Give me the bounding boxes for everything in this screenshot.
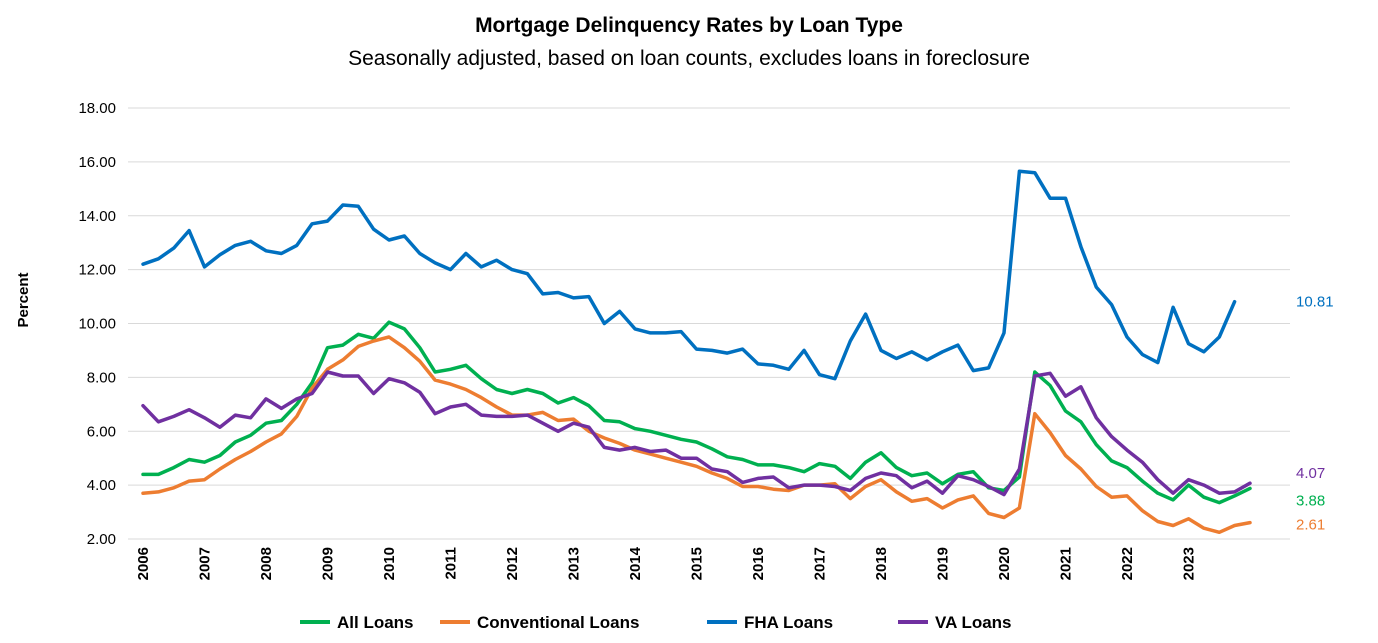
x-tick-label: 2019 [935, 547, 952, 580]
x-tick-label: 2022 [1119, 547, 1136, 580]
chart-subtitle: Seasonally adjusted, based on loan count… [348, 47, 1030, 70]
x-tick-label: 2021 [1058, 547, 1075, 580]
x-tick-label: 2014 [627, 546, 644, 580]
y-tick-label: 2.00 [87, 531, 116, 548]
series-line-fha-loans [141, 169, 1237, 381]
legend: All Loans Conventional Loans FHA Loans VA L… [300, 613, 1012, 632]
x-tick-label: 2015 [689, 547, 706, 580]
legend-label: VA Loans [935, 613, 1012, 632]
x-axis-ticks: 2006 2007 2008 2009 2010 2011 2012 2013 2014 2015… [135, 546, 1198, 580]
legend-label: All Loans [337, 613, 414, 632]
chart-title: Mortgage Delinquency Rates by Loan Type [475, 14, 903, 37]
end-label-va-loans: 4.07 [1296, 465, 1325, 482]
x-tick-label: 2006 [135, 547, 152, 580]
y-tick-label: 18.00 [78, 100, 116, 117]
x-tick-label: 2008 [258, 547, 275, 580]
legend-label: Conventional Loans [477, 613, 639, 632]
x-tick-label: 2010 [381, 547, 398, 580]
series-lines [141, 169, 1252, 535]
y-axis-ticks: 2.00 4.00 6.00 8.00 10.00 12.00 14.00 16.00 18.0… [78, 100, 116, 548]
legend-label: FHA Loans [744, 613, 833, 632]
y-tick-label: 14.00 [78, 208, 116, 225]
x-tick-label: 2017 [812, 547, 829, 580]
end-value-labels: 3.88 2.61 10.81 4.07 [1296, 294, 1334, 534]
series-line-all-loans [141, 320, 1252, 505]
y-axis-label: Percent [15, 272, 32, 327]
y-tick-label: 4.00 [87, 477, 116, 494]
end-label-fha-loans: 10.81 [1296, 294, 1334, 311]
series-line-va-loans [141, 370, 1252, 497]
x-tick-label: 2009 [320, 547, 337, 580]
x-tick-label: 2018 [873, 547, 890, 580]
x-tick-label: 2013 [566, 547, 583, 580]
x-tick-label: 2016 [750, 547, 767, 580]
y-tick-label: 8.00 [87, 369, 116, 386]
gridlines [128, 107, 1290, 540]
end-label-all-loans: 3.88 [1296, 492, 1325, 509]
y-tick-label: 16.00 [78, 154, 116, 171]
y-tick-label: 10.00 [78, 316, 116, 333]
x-tick-label: 2011 [443, 547, 460, 580]
x-tick-label: 2007 [197, 547, 214, 580]
x-tick-label: 2023 [1181, 547, 1198, 580]
y-tick-label: 12.00 [78, 262, 116, 279]
y-tick-label: 6.00 [87, 423, 116, 440]
series-line-conventional-loans [141, 335, 1252, 535]
end-label-conventional-loans: 2.61 [1296, 517, 1325, 534]
x-tick-label: 2020 [996, 547, 1013, 580]
x-tick-label: 2012 [504, 547, 521, 580]
